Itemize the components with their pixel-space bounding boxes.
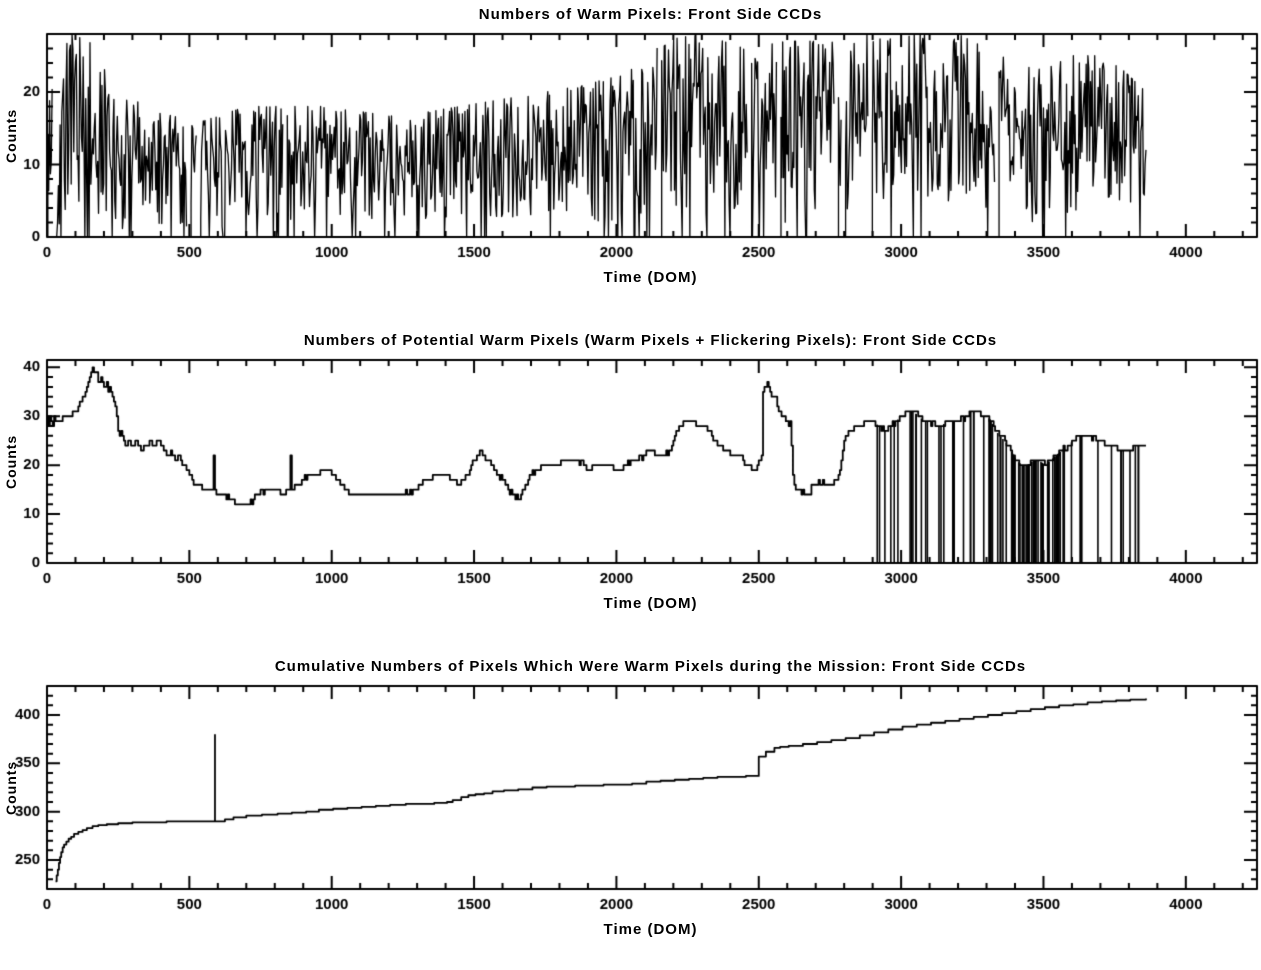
cumulative-warm-pixels-plot-area: Counts (0, 680, 1261, 916)
warm-pixels-chart (0, 28, 1261, 264)
potential-warm-pixels-panel: Numbers of Potential Warm Pixels (Warm P… (0, 328, 1261, 620)
warm-pixels-panel: Numbers of Warm Pixels: Front Side CCDs … (0, 2, 1261, 294)
potential-warm-pixels-plot-area: Counts (0, 354, 1261, 590)
cumulative-warm-pixels-chart (0, 680, 1261, 916)
y-axis-label-counts: Counts (3, 760, 19, 816)
potential-warm-pixels-chart (0, 354, 1261, 590)
y-axis-label-counts: Counts (3, 434, 19, 490)
chart-title-warm-pixels: Numbers of Warm Pixels: Front Side CCDs (478, 6, 823, 23)
x-axis-label-time-dom: Time (DOM) (603, 921, 698, 938)
warm-pixels-plot-area: Counts (0, 28, 1261, 264)
chart-title-potential-warm-pixels: Numbers of Potential Warm Pixels (Warm P… (303, 332, 998, 349)
x-axis-label-time-dom: Time (DOM) (603, 269, 698, 286)
y-axis-label-counts: Counts (3, 108, 19, 164)
cumulative-warm-pixels-panel: Cumulative Numbers of Pixels Which Were … (0, 654, 1261, 946)
x-axis-label-time-dom: Time (DOM) (603, 595, 698, 612)
chart-title-cumulative-warm-pixels: Cumulative Numbers of Pixels Which Were … (274, 658, 1027, 675)
